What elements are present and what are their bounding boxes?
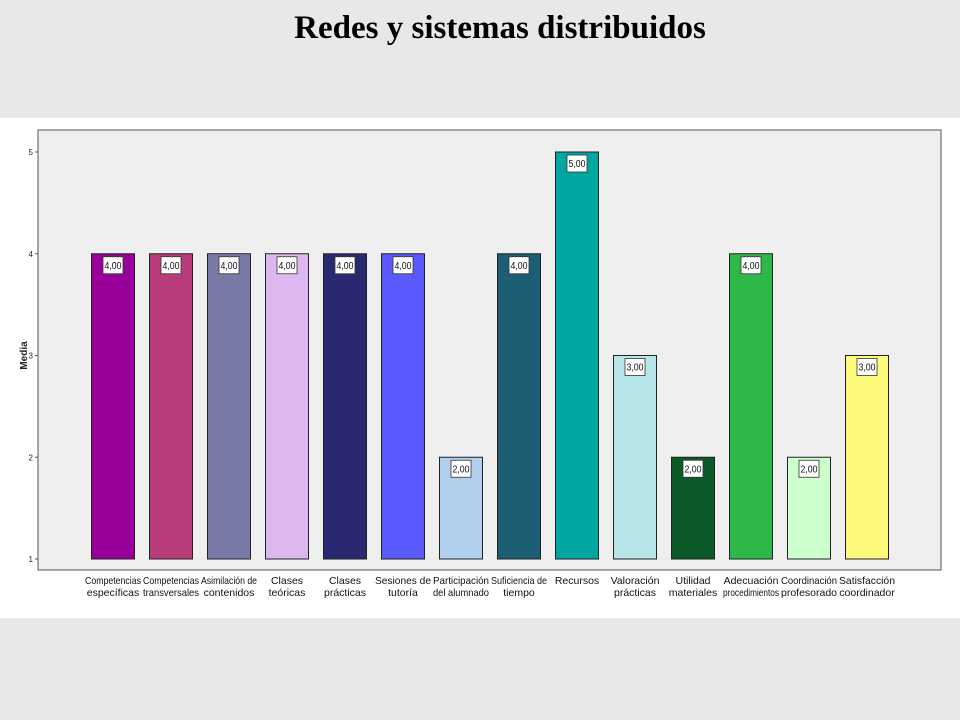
value-label-box xyxy=(334,256,356,275)
category-label: Coordinación xyxy=(781,575,837,587)
bar xyxy=(381,253,425,560)
value-label-box xyxy=(102,256,124,275)
value-label: 4,00 xyxy=(743,261,760,272)
bar xyxy=(149,253,193,560)
value-label: 2,00 xyxy=(801,464,818,475)
value-label-box xyxy=(856,358,878,376)
category-label: Participación xyxy=(433,575,489,587)
value-label-box xyxy=(624,358,646,376)
bar xyxy=(207,253,251,560)
category-label: Clases xyxy=(271,575,303,587)
category-label: del alumnado xyxy=(433,587,489,599)
bar xyxy=(729,253,773,560)
bar xyxy=(555,151,599,560)
category-label: coordinador xyxy=(839,587,895,599)
value-label-box xyxy=(450,459,472,478)
category-label: tiempo xyxy=(503,587,535,599)
value-label: 4,00 xyxy=(105,261,122,272)
category-label: tutoría xyxy=(388,587,418,599)
category-label: Suficiencia de xyxy=(491,575,547,587)
category-label: materiales xyxy=(669,587,717,599)
y-tick-label: 3 xyxy=(29,352,34,361)
value-label: 4,00 xyxy=(163,261,180,272)
category-label: prácticas xyxy=(614,587,656,599)
value-label: 2,00 xyxy=(453,464,470,475)
category-label: Asimilación de xyxy=(201,575,257,587)
y-tick-label: 2 xyxy=(29,453,34,462)
value-label-box xyxy=(508,256,530,275)
category-label: procedimientos xyxy=(723,587,779,599)
bar xyxy=(323,253,367,560)
category-label: Adecuación xyxy=(724,575,779,587)
value-label-box xyxy=(392,256,414,275)
category-label: Competencias xyxy=(85,575,141,587)
category-label: profesorado xyxy=(781,587,837,599)
value-label: 4,00 xyxy=(511,261,528,272)
bar xyxy=(613,355,657,560)
value-label: 3,00 xyxy=(859,363,876,374)
category-label: Clases xyxy=(329,575,361,587)
y-axis-label: Media xyxy=(19,341,30,370)
value-label: 5,00 xyxy=(569,159,586,170)
category-label: Satisfacción xyxy=(839,575,895,587)
x-axis-labels: CompetenciasespecíficasCompetenciastrans… xyxy=(85,575,895,599)
category-label: específicas xyxy=(87,587,140,599)
category-label: Recursos xyxy=(555,575,599,587)
y-tick-label: 5 xyxy=(29,148,34,157)
category-label: Competencias xyxy=(143,575,199,587)
bars: 4,00 4,00 4,00 4,00 4,00 4,00 2,00 4,00 5,00 3,00… xyxy=(91,151,889,560)
value-label-box xyxy=(276,256,298,275)
value-label-box xyxy=(682,459,704,478)
value-label-box xyxy=(218,256,240,275)
value-label: 4,00 xyxy=(395,261,412,272)
y-tick-label: 1 xyxy=(29,555,34,564)
category-label: Sesiones de xyxy=(375,575,431,587)
category-label: transversales xyxy=(143,587,199,599)
slide-title: Redes y sistemas distribuidos xyxy=(294,10,706,46)
value-label-box xyxy=(160,256,182,275)
bar xyxy=(497,253,541,560)
chart-panel: 1 2 3 4 5 Media 4,00 4,00 4,00 4,00 4,00 4,00 2,00 4… xyxy=(0,118,960,618)
value-label: 4,00 xyxy=(279,261,296,272)
y-axis: 1 2 3 4 5 Media xyxy=(19,148,38,564)
value-label: 3,00 xyxy=(627,363,644,374)
category-label: Valoración xyxy=(611,575,660,587)
category-label: contenidos xyxy=(204,587,255,599)
value-label-box xyxy=(740,256,762,275)
bar xyxy=(845,355,889,560)
value-label: 4,00 xyxy=(337,261,354,272)
value-label-box xyxy=(566,154,588,173)
category-label: teóricas xyxy=(269,587,306,599)
bar xyxy=(265,253,309,560)
bar xyxy=(91,253,135,560)
value-label-box xyxy=(798,459,820,478)
value-label: 2,00 xyxy=(685,464,702,475)
value-label: 4,00 xyxy=(221,261,238,272)
category-label: Utilidad xyxy=(675,575,710,587)
category-label: prácticas xyxy=(324,587,366,599)
y-tick-label: 4 xyxy=(29,250,34,259)
